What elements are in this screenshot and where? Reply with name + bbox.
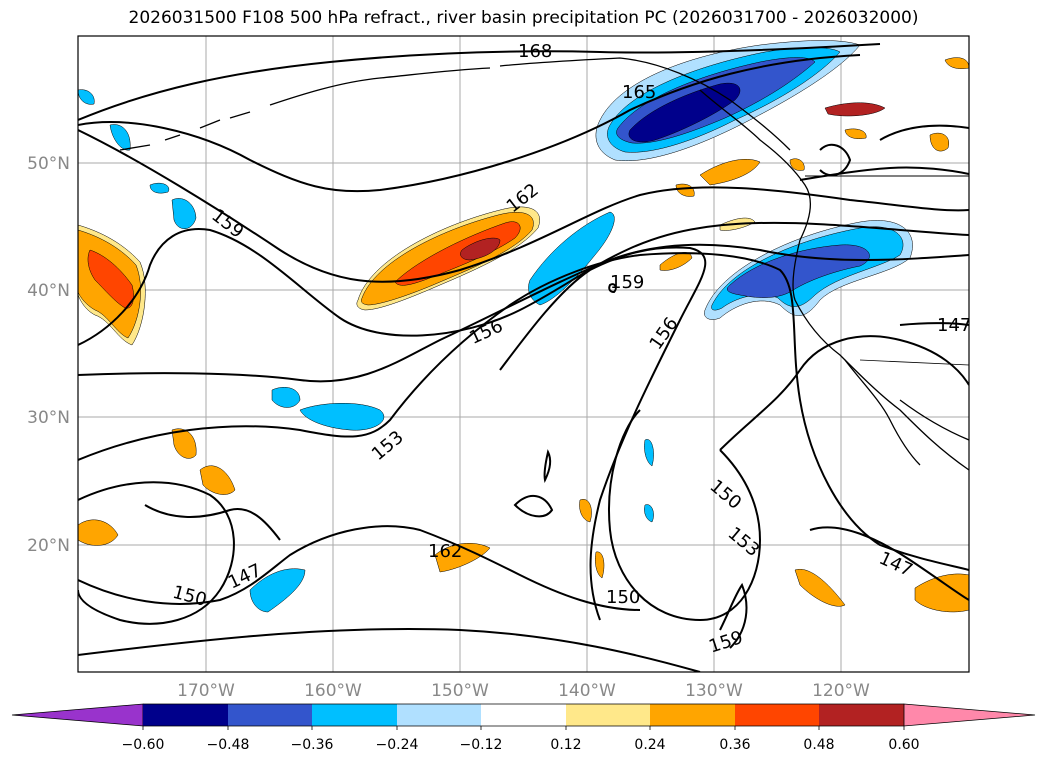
contour-156 — [78, 243, 969, 383]
colorbar-arrow-left — [11, 703, 144, 727]
coast-bc — [699, 89, 812, 241]
precip-fills — [78, 40, 969, 613]
contour-153 — [78, 254, 641, 461]
contour-label: 165 — [622, 82, 656, 103]
colorbar-segment — [566, 704, 650, 726]
lon-tick-label: 120°W — [812, 681, 870, 701]
lat-tick-label: 40°N — [27, 281, 70, 301]
contour-150c — [719, 335, 969, 451]
contour-156b — [499, 246, 707, 621]
lat-axis: 50°N 40°N 30°N 20°N — [27, 154, 70, 556]
colorbar-segment — [143, 704, 228, 726]
colorbar-tick-label: −0.48 — [207, 737, 250, 753]
colorbar-tick-label: −0.60 — [122, 737, 165, 753]
coast-mexico — [899, 399, 969, 441]
contour-outer — [78, 628, 701, 672]
colorbar-tick-label: 0.24 — [634, 737, 665, 753]
colorbar-tick-label: 0.36 — [719, 737, 750, 753]
contour-168 — [78, 43, 881, 121]
colorbar-tick-label: −0.36 — [291, 737, 334, 753]
colorbar-segment — [312, 704, 397, 726]
contour-150b — [608, 409, 762, 622]
contour-147 — [78, 525, 641, 611]
contour-153b — [639, 252, 969, 571]
lon-tick-label: 130°W — [685, 681, 743, 701]
lon-tick-label: 140°W — [558, 681, 616, 701]
lat-tick-label: 20°N — [27, 536, 70, 556]
map-frame — [77, 35, 970, 673]
contour-label: 159 — [610, 272, 644, 293]
contour-lines — [78, 43, 969, 672]
colorbar-tick-label: 0.60 — [888, 737, 919, 753]
border-us-mexico — [859, 359, 969, 366]
colorbar-tick-label: −0.12 — [460, 737, 503, 753]
contour-label: 147 — [937, 315, 971, 336]
aleutians — [119, 111, 251, 151]
lon-tick-label: 170°W — [177, 681, 235, 701]
contour-159 — [78, 221, 969, 346]
contour-150 — [78, 481, 235, 625]
map-title: 2026031500 F108 500 hPa refract., river … — [128, 8, 919, 28]
contour-147c — [899, 322, 969, 326]
colorbar: −0.60 −0.48 −0.36 −0.24 −0.12 0.12 0.24 … — [11, 703, 1036, 753]
coast-baja — [844, 359, 921, 466]
colorbar-arrow-right — [903, 703, 1036, 727]
colorbar-tick-label: 0.12 — [550, 737, 581, 753]
map-panel: 168 165 162 159 159 156 156 153 153 150 … — [78, 36, 971, 672]
lon-tick-label: 150°W — [431, 681, 489, 701]
contour-label: 162 — [428, 541, 462, 562]
colorbar-ticks — [142, 726, 905, 730]
lat-tick-label: 30°N — [27, 408, 70, 428]
colorbar-segment — [819, 704, 904, 726]
colorbar-segment — [397, 704, 481, 726]
colorbar-segment — [735, 704, 819, 726]
contour-162 — [78, 129, 969, 283]
coastlines — [119, 57, 969, 471]
lon-axis: 170°W 160°W 150°W 140°W 130°W 120°W — [177, 681, 870, 701]
lon-tick-label: 160°W — [304, 681, 362, 701]
contour-label: 150 — [606, 587, 640, 608]
colorbar-tick-label: 0.48 — [803, 737, 834, 753]
contour-label: 168 — [518, 41, 552, 62]
colorbar-tick-label: −0.24 — [376, 737, 419, 753]
colorbar-segment — [228, 704, 312, 726]
coast-alaska — [269, 57, 791, 151]
colorbar-segment — [481, 704, 566, 726]
contour-147b — [809, 526, 969, 601]
coast-west-us — [792, 239, 969, 471]
lat-tick-label: 50°N — [27, 154, 70, 174]
colorbar-segment — [650, 704, 735, 726]
